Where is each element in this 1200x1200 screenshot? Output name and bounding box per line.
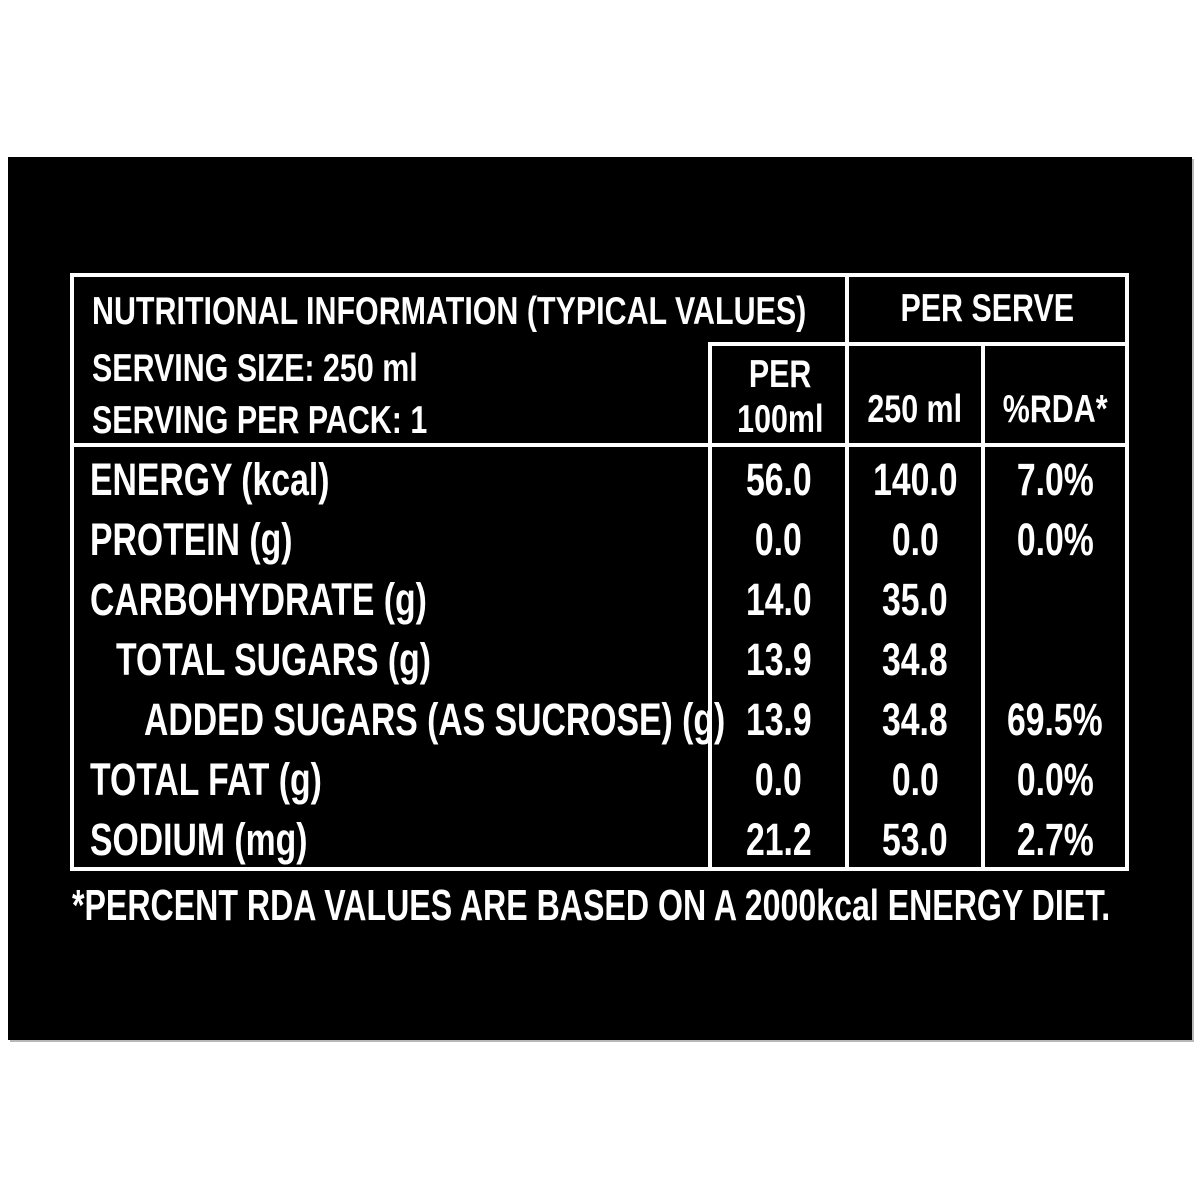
table-row-total-sugars: TOTAL SUGARS (g) 13.9 34.8 <box>74 627 1125 687</box>
nutrition-label-panel: NUTRITIONAL INFORMATION (TYPICAL VALUES)… <box>8 157 1192 1040</box>
value-per-250ml: 53.0 <box>882 814 948 865</box>
table-row-energy: ENERGY (kcal) 56.0 140.0 7.0% <box>74 447 1125 507</box>
column-divider <box>845 447 849 867</box>
per-serve-header: PER SERVE <box>900 287 1074 330</box>
serving-size: SERVING SIZE: 250 ml <box>92 346 418 390</box>
row-label: ENERGY (kcal) <box>90 454 330 505</box>
value-per-100ml: 0.0 <box>755 514 802 565</box>
value-per-100ml: 13.9 <box>745 694 812 745</box>
column-divider <box>708 447 712 867</box>
row-label: TOTAL SUGARS (g) <box>116 634 431 685</box>
table-title: NUTRITIONAL INFORMATION (TYPICAL VALUES) <box>92 290 807 333</box>
table-row-protein: PROTEIN (g) 0.0 0.0 0.0% <box>74 507 1125 567</box>
table-title-cell: NUTRITIONAL INFORMATION (TYPICAL VALUES) <box>74 277 845 342</box>
value-per-250ml: 0.0 <box>891 514 939 565</box>
rda-footnote: *PERCENT RDA VALUES ARE BASED ON A 2000k… <box>72 881 1111 930</box>
value-per-250ml: 0.0 <box>891 754 939 805</box>
value-per-100ml: 21.2 <box>745 814 812 865</box>
row-label: ADDED SUGARS (AS SUCROSE) (g) <box>144 694 726 745</box>
col-header-250ml: 250 ml <box>845 342 981 447</box>
value-per-250ml: 34.8 <box>882 694 948 745</box>
value-per-250ml: 35.0 <box>882 574 948 625</box>
serving-per-pack: SERVING PER PACK: 1 <box>92 398 428 442</box>
value-rda: 2.7% <box>1016 814 1094 865</box>
table-data-area: ENERGY (kcal) 56.0 140.0 7.0% PROTEIN (g… <box>74 447 1125 867</box>
value-rda: 0.0% <box>1016 514 1094 565</box>
row-label: TOTAL FAT (g) <box>90 754 322 805</box>
value-per-250ml: 34.8 <box>882 634 948 685</box>
value-per-100ml: 56.0 <box>745 454 812 505</box>
table-row-carbohydrate: CARBOHYDRATE (g) 14.0 35.0 <box>74 567 1125 627</box>
value-per-100ml: 13.9 <box>745 634 812 685</box>
row-label: SODIUM (mg) <box>90 814 308 865</box>
value-per-100ml: 14.0 <box>745 574 812 625</box>
value-per-100ml: 0.0 <box>755 754 802 805</box>
row-label: CARBOHYDRATE (g) <box>90 574 427 625</box>
table-row-added-sugars: ADDED SUGARS (AS SUCROSE) (g) 13.9 34.8 … <box>74 687 1125 747</box>
value-per-250ml: 140.0 <box>872 454 958 505</box>
col-header-per-100ml: PER 100ml <box>708 342 849 447</box>
value-rda: 0.0% <box>1016 754 1094 805</box>
row-label: PROTEIN (g) <box>90 514 293 565</box>
header-separator-line <box>74 443 1125 447</box>
table-row-total-fat: TOTAL FAT (g) 0.0 0.0 0.0% <box>74 747 1125 807</box>
table-row-sodium: SODIUM (mg) 21.2 53.0 2.7% <box>74 807 1125 867</box>
per-serve-header-cell: PER SERVE <box>845 277 1125 346</box>
column-divider <box>981 447 985 867</box>
value-rda: 69.5% <box>1007 694 1103 745</box>
serving-info-cell: SERVING SIZE: 250 ml SERVING PER PACK: 1 <box>74 342 708 447</box>
col-header-rda: %RDA* <box>981 342 1125 447</box>
value-rda: 7.0% <box>1016 454 1094 505</box>
nutrition-table: NUTRITIONAL INFORMATION (TYPICAL VALUES)… <box>70 273 1129 871</box>
